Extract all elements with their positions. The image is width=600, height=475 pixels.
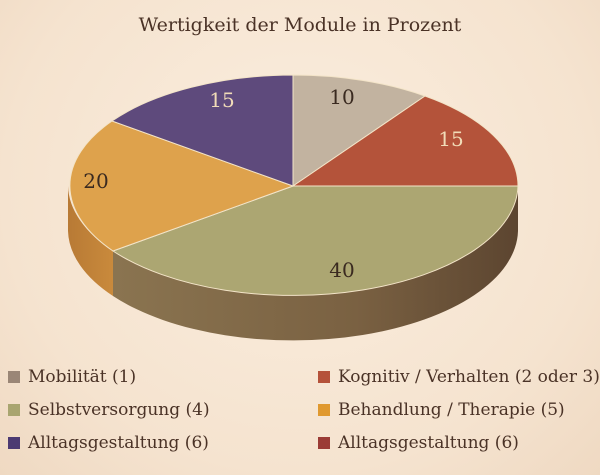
slice-label-behandlung: 20 [83, 169, 108, 193]
legend-item-selbstversorgung: Selbstversorgung (4) [8, 400, 210, 420]
legend-item-alltagsgestaltung-2: Alltagsgestaltung (6) [318, 433, 519, 453]
slice-mobilitaet[interactable] [292, 74, 427, 187]
slice-kognitiv[interactable] [291, 95, 519, 187]
legend-label: Selbstversorgung (4) [28, 400, 210, 420]
slice-label-mobilitaet: 10 [329, 85, 354, 109]
slice-selbstversorgung[interactable] [111, 185, 519, 296]
legend-label: Alltagsgestaltung (6) [28, 433, 209, 453]
legend-item-behandlung: Behandlung / Therapie (5) [318, 400, 565, 420]
legend-label: Behandlung / Therapie (5) [338, 400, 565, 420]
legend-item-kognitiv: Kognitiv / Verhalten (2 oder 3) [318, 367, 600, 387]
legend-swatch [318, 437, 330, 449]
slice-label-kognitiv: 15 [438, 127, 463, 151]
slice-alltagsgestaltung[interactable] [110, 74, 294, 187]
chart-title: Wertigkeit der Module in Prozent [138, 14, 462, 36]
pie-side-green [113, 186, 518, 341]
legend-label: Mobilität (1) [28, 367, 137, 387]
legend-item-mobilitaet: Mobilität (1) [8, 367, 136, 387]
legend-swatch [8, 404, 20, 416]
legend-label: Kognitiv / Verhalten (2 oder 3) [338, 367, 600, 387]
legend-swatch [318, 371, 330, 383]
legend-swatch [8, 437, 20, 449]
slice-behandlung[interactable] [69, 120, 295, 252]
legend-label: Alltagsgestaltung (6) [338, 433, 519, 453]
legend-swatch [318, 404, 330, 416]
pie-side-orange [68, 186, 113, 296]
slice-label-alltagsgestaltung: 15 [209, 88, 234, 112]
legend-item-alltagsgestaltung: Alltagsgestaltung (6) [8, 433, 209, 453]
legend-swatch [8, 371, 20, 383]
slice-label-selbstversorgung: 40 [329, 258, 354, 282]
pie-chart: 10 15 40 20 15 [68, 74, 519, 341]
